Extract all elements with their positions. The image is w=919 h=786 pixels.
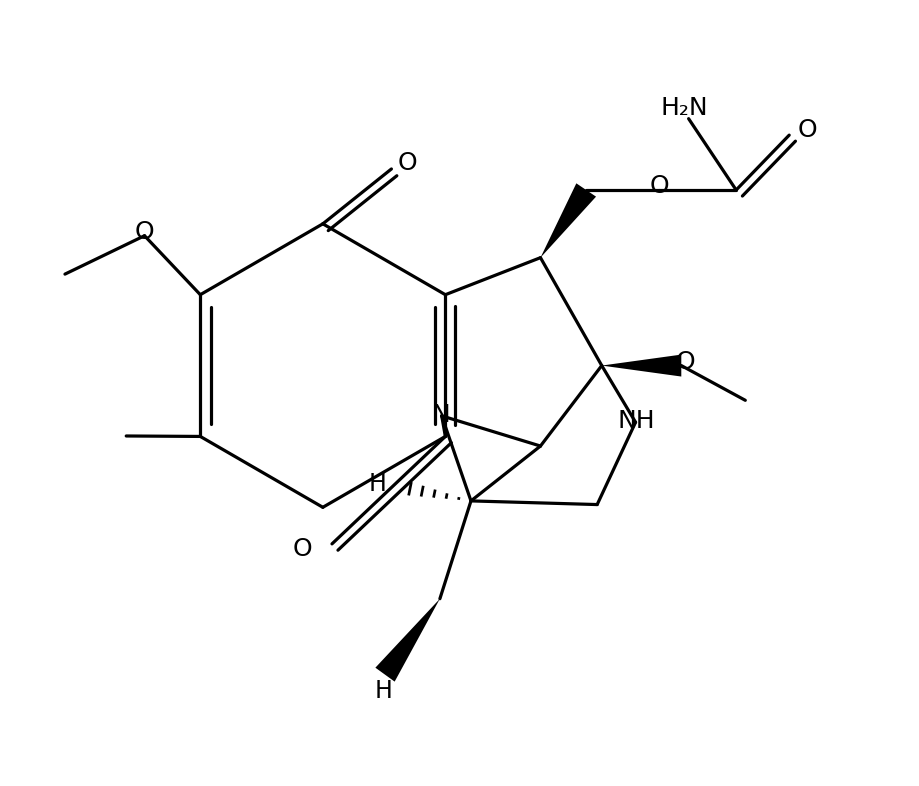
Text: O: O bbox=[649, 174, 668, 198]
Polygon shape bbox=[539, 183, 596, 258]
Text: O: O bbox=[675, 350, 694, 374]
Text: NH: NH bbox=[617, 410, 654, 433]
Text: H: H bbox=[374, 679, 391, 703]
Text: O: O bbox=[398, 152, 417, 175]
Text: O: O bbox=[292, 538, 312, 561]
Polygon shape bbox=[375, 599, 439, 681]
Text: O: O bbox=[797, 118, 816, 141]
Text: O: O bbox=[134, 220, 154, 244]
Text: N: N bbox=[431, 403, 449, 427]
Text: H₂N: H₂N bbox=[660, 96, 707, 119]
Polygon shape bbox=[601, 354, 681, 376]
Text: H: H bbox=[369, 472, 386, 495]
